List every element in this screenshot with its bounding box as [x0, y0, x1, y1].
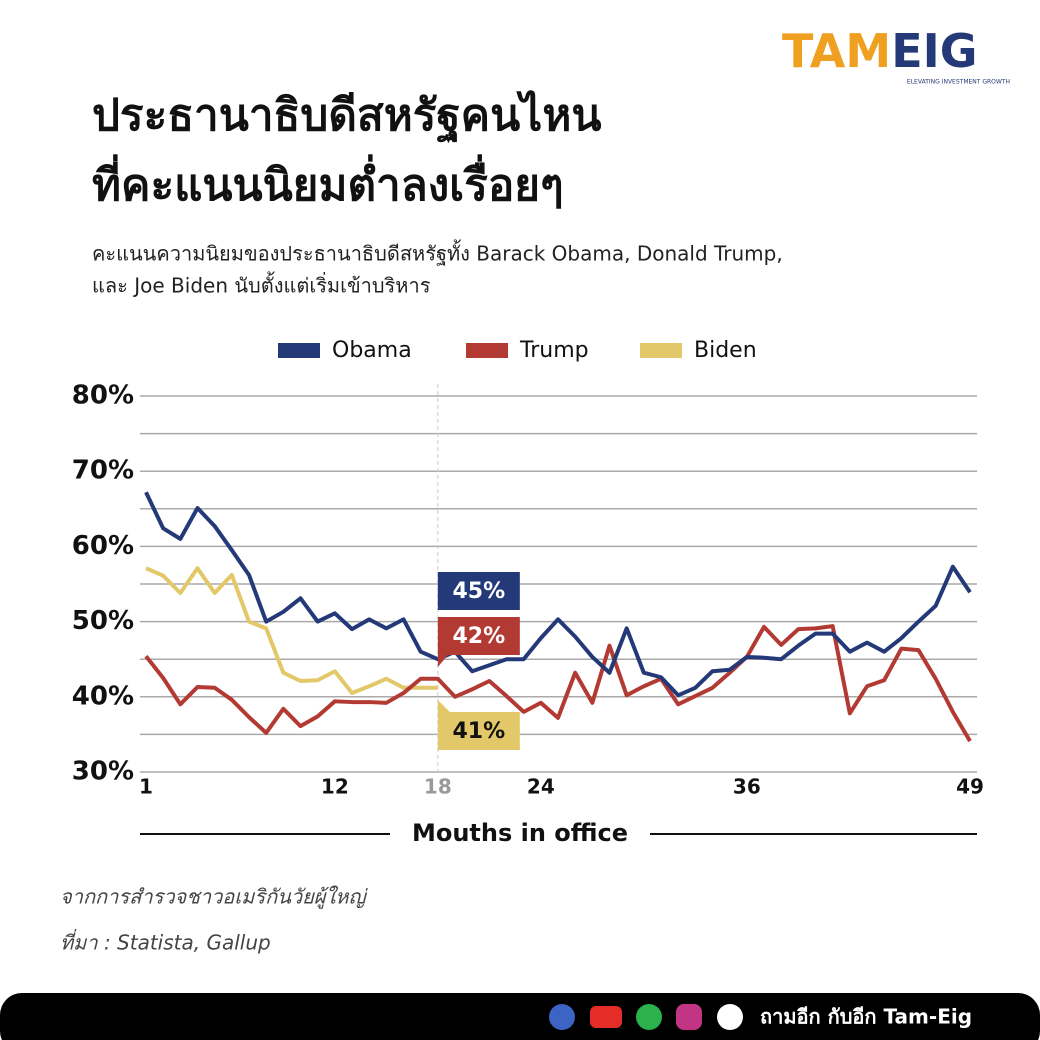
- logo: TAMEIG: [782, 24, 977, 78]
- legend-label: Trump: [519, 338, 589, 363]
- annotation-box: [437, 617, 520, 655]
- instagram-icon[interactable]: [676, 1004, 702, 1030]
- annotation-label: 45%: [452, 579, 505, 604]
- annotation-label: 41%: [452, 719, 505, 744]
- legend-label: Obama: [332, 338, 412, 363]
- annotation-label: 42%: [452, 624, 505, 649]
- note: จากการสำรวจชาวอเมริกันวัยผู้ใหญ่: [60, 885, 369, 910]
- note: ที่มา : Statista, Gallup: [60, 929, 271, 955]
- line-series: [144, 624, 972, 743]
- annotation-box: [437, 712, 520, 750]
- legend-swatch: [278, 343, 320, 358]
- annotation-box: [437, 572, 520, 610]
- y-tick-label: 40%: [72, 681, 134, 711]
- footer-bar: [0, 993, 1040, 1040]
- x-tick-label: 1: [139, 775, 153, 799]
- subtitle: และ Joe Biden นับตั้งแต่เริ่มเข้าบริหาร: [92, 272, 431, 298]
- y-tick-label: 30%: [72, 757, 134, 787]
- line-icon[interactable]: [636, 1004, 662, 1030]
- x-tick-label: 36: [733, 775, 761, 799]
- annotation-pointer: [437, 655, 448, 667]
- facebook-icon[interactable]: [549, 1004, 575, 1030]
- youtube-icon[interactable]: [590, 1006, 622, 1028]
- logo-tagline: ELEVATING INVESTMENT GROWTH: [907, 79, 1010, 86]
- chart-title: ประธานาธิบดีสหรัฐคนไหน: [92, 89, 601, 143]
- tiktok-icon[interactable]: [717, 1004, 743, 1030]
- x-tick-label: 49: [956, 775, 984, 799]
- x-tick-label: 12: [321, 775, 349, 799]
- subtitle: คะแนนความนิยมของประธานาธิบดีสหรัฐทั้ง Ba…: [92, 240, 783, 266]
- y-tick-label: 70%: [72, 456, 134, 486]
- legend-swatch: [466, 343, 508, 358]
- y-tick-label: 60%: [72, 531, 134, 561]
- line-series: [144, 491, 972, 698]
- x-tick-label: 18: [424, 775, 452, 799]
- line-series: [145, 566, 438, 696]
- x-axis-label: Mouths in office: [412, 819, 628, 847]
- chart-title: ที่คะแนนนิยมต่ำลงเรื่อยๆ: [92, 154, 564, 211]
- logo-part: TAM: [782, 24, 891, 78]
- y-tick-label: 50%: [72, 606, 134, 636]
- footer-text: ถามอีก กับอีก Tam-Eig: [760, 1005, 972, 1029]
- legend-swatch: [640, 343, 682, 358]
- annotation-pointer: [437, 700, 450, 712]
- logo-part: EIG: [891, 24, 977, 78]
- legend-label: Biden: [694, 338, 757, 363]
- x-tick-label: 24: [527, 775, 555, 799]
- y-tick-label: 80%: [72, 381, 134, 411]
